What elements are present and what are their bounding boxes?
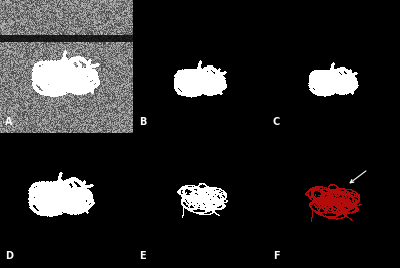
Text: C: C (273, 117, 280, 127)
Text: D: D (5, 251, 13, 261)
Text: A: A (5, 117, 13, 127)
Text: E: E (139, 251, 146, 261)
Text: B: B (139, 117, 146, 127)
Text: F: F (273, 251, 279, 261)
